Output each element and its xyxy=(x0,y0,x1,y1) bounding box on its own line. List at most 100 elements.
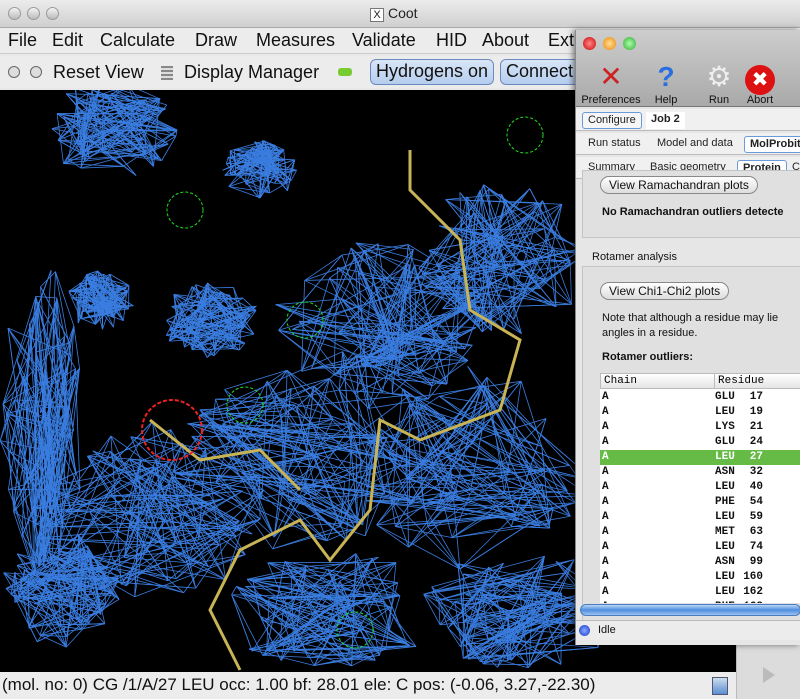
positive-difference-density xyxy=(166,191,204,229)
horizontal-scrollbar[interactable] xyxy=(580,604,800,616)
menu-extensions[interactable]: Ext xyxy=(548,30,575,50)
cell-chain: A xyxy=(602,541,609,553)
cell-chain: A xyxy=(602,451,609,463)
table-row[interactable]: A PHE 168 xyxy=(600,600,800,603)
minimize-button[interactable] xyxy=(27,7,40,20)
menu-calculate[interactable]: Calculate xyxy=(100,30,176,50)
cell-num: 74 xyxy=(749,541,763,553)
table-row[interactable]: A LEU 27 xyxy=(600,450,800,465)
minimize-button[interactable] xyxy=(603,37,616,50)
table-row[interactable]: A LEU 40 xyxy=(600,480,800,495)
menu-measures[interactable]: Measures xyxy=(256,30,336,50)
table-row[interactable]: A LEU 162 xyxy=(600,585,800,600)
display-manager-button[interactable]: Display Manager xyxy=(184,62,320,82)
help-icon: ? xyxy=(657,61,675,92)
cell-chain: A xyxy=(602,571,609,583)
cell-chain: A xyxy=(602,586,609,598)
job-status-bar: Idle xyxy=(576,620,800,640)
side-panel xyxy=(736,645,800,699)
cell-chain: A xyxy=(602,601,609,603)
note-line-1: Note that although a residue may lie xyxy=(602,312,779,324)
table-row[interactable]: A LEU 59 xyxy=(600,510,800,525)
tab-configure[interactable]: Configure xyxy=(582,112,642,129)
cell-num: 168 xyxy=(743,601,763,603)
table-row[interactable]: A MET 63 xyxy=(600,525,800,540)
note-line-2: angles in a residue. xyxy=(602,327,698,339)
cell-res: GLU xyxy=(715,436,735,448)
cell-num: 17 xyxy=(749,391,763,403)
play-icon[interactable] xyxy=(8,66,20,78)
cell-num: 54 xyxy=(749,496,763,508)
dialog-toolbar: ✕ Preferences ? Help ⚙ Run ✖ Abort xyxy=(576,30,800,107)
menu-file[interactable]: File xyxy=(8,30,38,50)
display-manager-icon xyxy=(161,66,173,80)
run-button[interactable]: ⚙ Run xyxy=(702,60,736,106)
table-row[interactable]: A LEU 160 xyxy=(600,570,800,585)
cell-res: LEU xyxy=(715,406,735,418)
tab-cl[interactable]: Cl xyxy=(792,161,800,173)
hydrogens-button[interactable]: Hydrogens on xyxy=(370,59,495,85)
cell-res: PHE xyxy=(715,496,735,508)
close-button[interactable] xyxy=(8,7,21,20)
cell-res: GLU xyxy=(715,391,735,403)
zoom-button[interactable] xyxy=(623,37,636,50)
table-row[interactable]: A LEU 74 xyxy=(600,540,800,555)
tab-model-and-data[interactable]: Model and data xyxy=(657,137,733,149)
cell-num: 24 xyxy=(749,436,763,448)
title-bar: X Coot xyxy=(0,0,800,28)
cell-chain: A xyxy=(602,556,609,568)
abort-icon: ✖ xyxy=(740,60,780,95)
status-dot-icon xyxy=(579,625,590,636)
menu-hid[interactable]: HID xyxy=(436,30,467,50)
table-row[interactable]: A GLU 24 xyxy=(600,435,800,450)
tab-molprobity[interactable]: MolProbit xyxy=(744,136,800,153)
cell-chain: A xyxy=(602,406,609,418)
column-residue[interactable]: Residue xyxy=(714,373,800,389)
menu-draw[interactable]: Draw xyxy=(195,30,238,50)
close-button[interactable] xyxy=(583,37,596,50)
reset-view-button[interactable]: Reset View xyxy=(53,62,144,82)
cell-num: 21 xyxy=(749,421,763,433)
menu-validate[interactable]: Validate xyxy=(352,30,416,50)
table-row[interactable]: A LYS 21 xyxy=(600,420,800,435)
cell-num: 99 xyxy=(749,556,763,568)
cell-res: ASN xyxy=(715,556,735,568)
side-chain-trace xyxy=(149,418,302,492)
abort-button[interactable]: ✖ Abort xyxy=(740,60,780,106)
table-row[interactable]: A ASN 32 xyxy=(600,465,800,480)
positive-difference-density xyxy=(336,611,374,649)
cell-res: ASN xyxy=(715,466,735,478)
column-chain[interactable]: Chain xyxy=(600,373,715,389)
zoom-button[interactable] xyxy=(46,7,59,20)
table-row[interactable]: A ASN 99 xyxy=(600,555,800,570)
gear-icon: ⚙ xyxy=(706,61,732,92)
job-status: Idle xyxy=(598,624,616,636)
preferences-button[interactable]: ✕ Preferences xyxy=(581,61,641,106)
cell-res: PHE xyxy=(715,601,735,603)
density-map xyxy=(0,90,609,671)
table-row[interactable]: A PHE 54 xyxy=(600,495,800,510)
x11-icon: X xyxy=(370,8,384,22)
tab-run-status[interactable]: Run status xyxy=(588,137,641,149)
cell-chain: A xyxy=(602,421,609,433)
cell-chain: A xyxy=(602,526,609,538)
arrow-icon xyxy=(338,68,352,76)
help-button[interactable]: ? Help xyxy=(648,60,684,106)
view-chi-plots-button[interactable]: View Chi1-Chi2 plots xyxy=(600,282,730,300)
table-row[interactable]: A LEU 19 xyxy=(600,405,800,420)
cell-chain: A xyxy=(602,511,609,523)
status-bar: (mol. no: 0) CG /1/A/27 LEU occ: 1.00 bf… xyxy=(0,672,800,699)
cell-num: 40 xyxy=(749,481,763,493)
cell-chain: A xyxy=(602,466,609,478)
table-row[interactable]: A GLU 17 xyxy=(600,390,800,405)
play-icon[interactable] xyxy=(763,667,775,683)
cell-chain: A xyxy=(602,481,609,493)
job-tabs: Configure Job 2 xyxy=(576,109,800,131)
view-ramachandran-button[interactable]: View Ramachandran plots xyxy=(600,176,758,194)
menu-about[interactable]: About xyxy=(482,30,530,50)
stop-icon[interactable] xyxy=(30,66,42,78)
cell-res: LEU xyxy=(715,481,735,493)
tab-job-2[interactable]: Job 2 xyxy=(646,112,685,129)
backbone-trace xyxy=(208,150,522,671)
menu-edit[interactable]: Edit xyxy=(52,30,84,50)
